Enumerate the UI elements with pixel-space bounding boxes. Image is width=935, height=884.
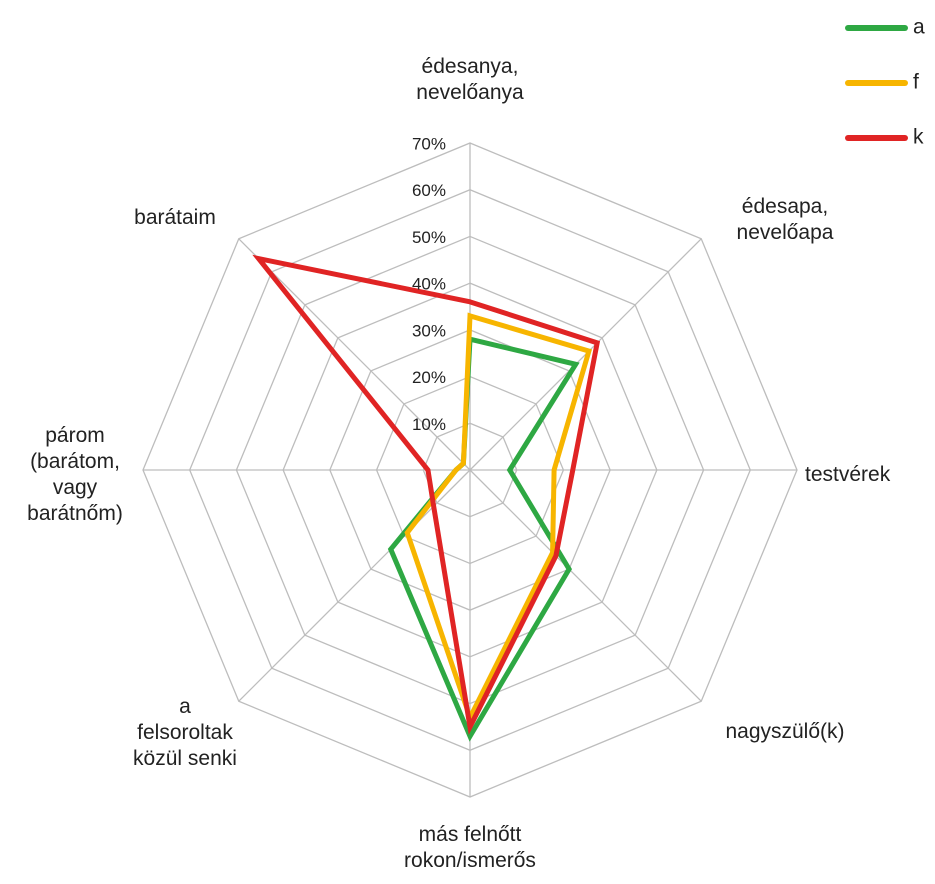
- category-label: nagyszülő(k): [725, 720, 844, 743]
- y-tick-label: 10%: [412, 415, 446, 434]
- spoke: [238, 469, 471, 702]
- spoke: [469, 469, 702, 702]
- category-label: barátaim: [134, 206, 216, 229]
- legend-label: f: [913, 71, 919, 94]
- series-line: [387, 336, 580, 742]
- category-label: édesapa, nevelőapa: [737, 195, 834, 244]
- y-tick-label: 20%: [412, 368, 446, 387]
- legend-label: k: [913, 126, 924, 149]
- legend-label: a: [913, 16, 925, 39]
- y-tick-label: 30%: [412, 321, 446, 340]
- y-tick-label: 60%: [412, 181, 446, 200]
- spoke: [238, 238, 471, 471]
- y-tick-label: 50%: [412, 228, 446, 247]
- y-tick-label: 70%: [412, 134, 446, 153]
- category-label: édesanya, nevelőanya: [416, 55, 524, 104]
- category-label: testvérek: [805, 463, 891, 486]
- y-tick-label: 40%: [412, 275, 446, 294]
- category-label: párom (barátom, vagy barátnőm): [27, 424, 123, 525]
- category-label: a felsoroltak közül senki: [133, 695, 237, 770]
- series-line: [252, 254, 601, 735]
- category-label: más felnőtt rokon/ismerős: [404, 823, 536, 872]
